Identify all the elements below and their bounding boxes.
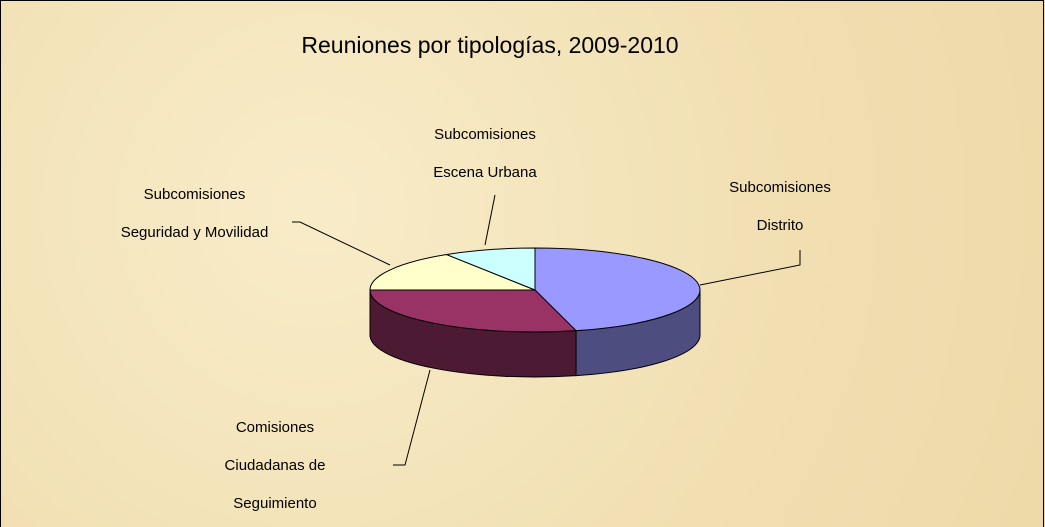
slice — [444, 247, 536, 291]
leader-line — [699, 250, 801, 286]
slice — [369, 254, 536, 291]
leader-line — [393, 369, 431, 466]
slice-label: Subcomisiones Distrito — [729, 179, 831, 234]
leader-line — [292, 221, 391, 266]
slice-label: Subcomisiones Escena Urbana — [433, 126, 537, 181]
leader-lines — [292, 194, 801, 466]
leader-line — [484, 194, 496, 246]
pie — [369, 247, 701, 378]
slice — [534, 247, 701, 332]
slice — [369, 289, 578, 333]
slice-label: Comisiones Ciudadanas de Seguimiento — [224, 419, 326, 512]
chart-title: Reuniones por tipologías, 2009-2010 — [301, 32, 679, 58]
slice-label: Subcomisiones Seguridad y Movilidad — [120, 186, 269, 241]
